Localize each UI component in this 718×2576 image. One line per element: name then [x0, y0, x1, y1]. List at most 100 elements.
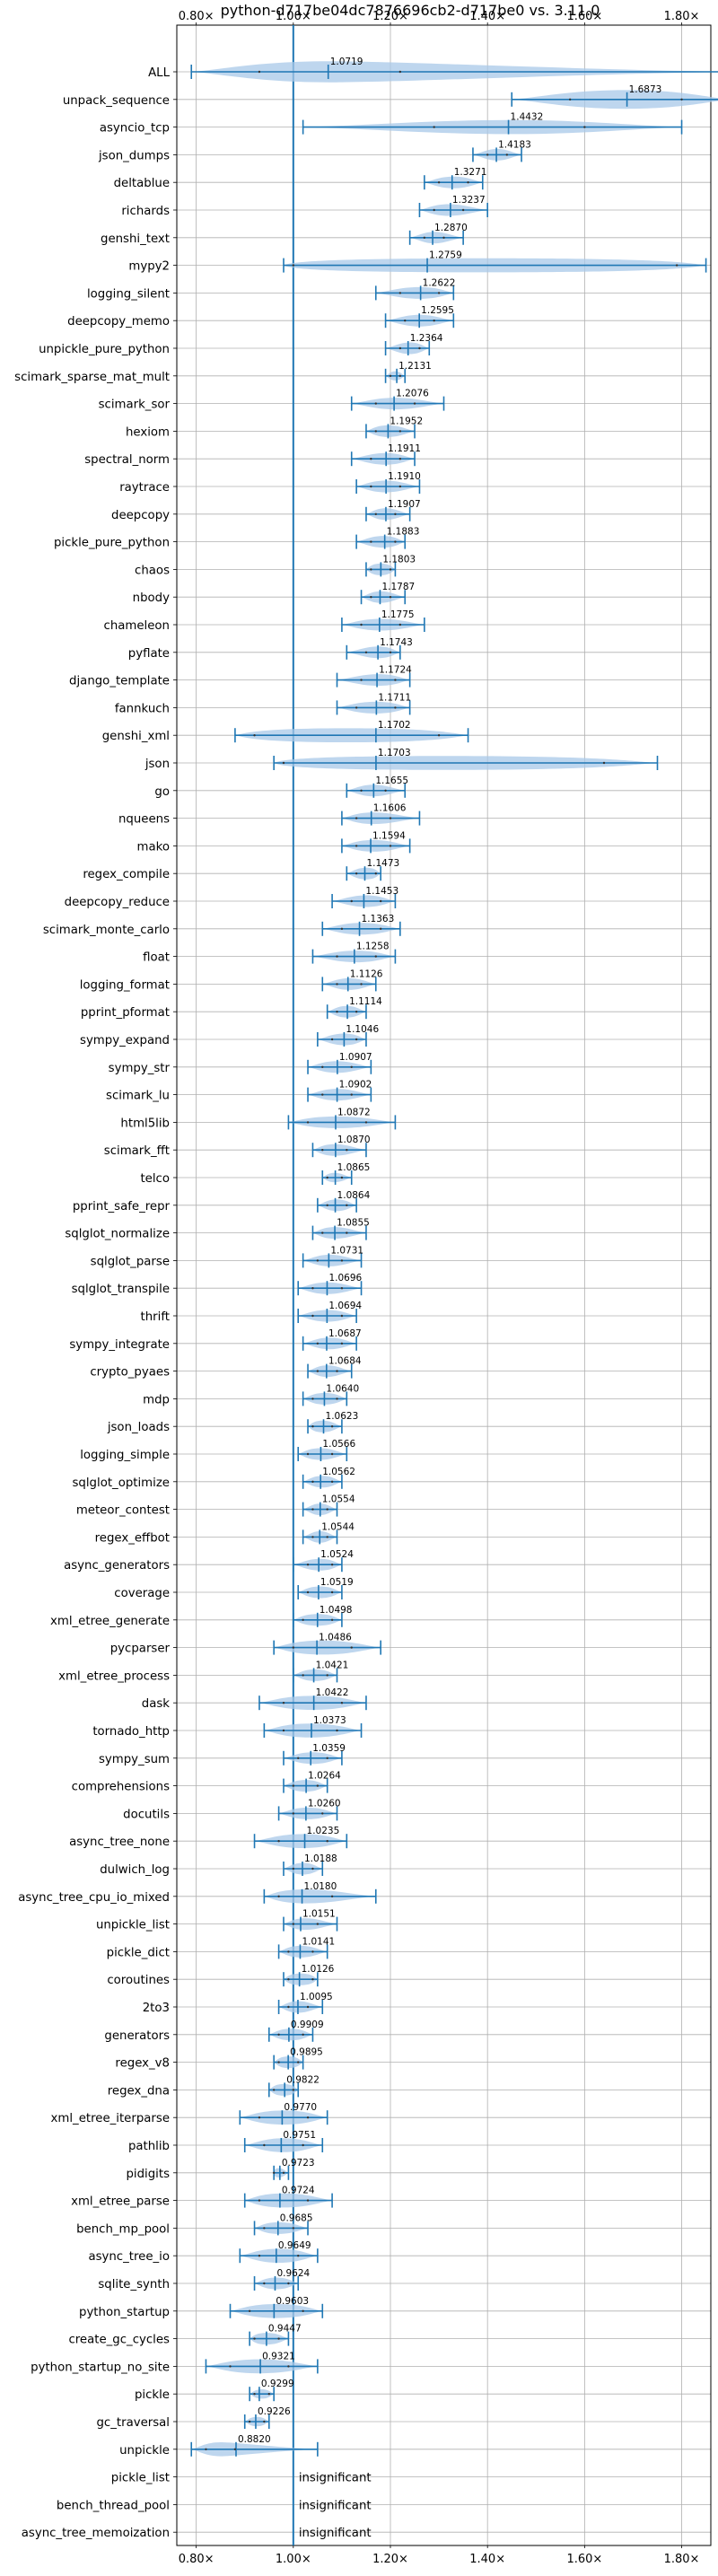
data-label: 1.1126: [350, 968, 383, 979]
data-label: 1.1775: [381, 609, 415, 620]
violin-q1-dot: [253, 734, 256, 737]
x-tick-label-top: 1.60×: [566, 10, 602, 23]
violin-q3-dot: [330, 1564, 334, 1566]
category-label: coroutines: [107, 1974, 170, 1987]
data-label: 1.1702: [378, 720, 411, 731]
violin-q3-dot: [306, 2005, 310, 2009]
violin-q1-dot: [355, 817, 358, 819]
violin-logging_silent: 1.2622: [374, 277, 455, 301]
violin-q3-dot: [389, 845, 392, 847]
plot-frame: [176, 24, 712, 2546]
violin-q3-dot: [302, 2033, 304, 2036]
violin-xml_etree_parse: 0.9724: [243, 2186, 333, 2208]
violin-q3-dot: [326, 1536, 328, 1538]
data-label: 1.1363: [362, 914, 395, 924]
category-label: regex_v8: [115, 2057, 170, 2071]
violin-python_startup_no_site: 0.9321: [205, 2351, 319, 2374]
category-label: logging_simple: [80, 1449, 170, 1462]
violin-q1-dot: [292, 1812, 295, 1815]
violin-json_loads: 1.0623: [307, 1411, 358, 1434]
violin-q3-dot: [437, 734, 441, 737]
violin-q3-dot: [389, 568, 392, 571]
category-label: sqlglot_parse: [91, 1255, 170, 1268]
category-label: sympy_sum: [99, 1753, 170, 1766]
violin-q1-dot: [568, 98, 572, 101]
violin-q3-dot: [287, 2282, 290, 2285]
violin-q3-dot: [306, 2199, 310, 2202]
violin-q3-dot: [336, 1729, 338, 1732]
violin-xml_etree_iterparse: 0.9770: [239, 2102, 328, 2125]
data-label: 1.1911: [388, 443, 421, 454]
category-label: sympy_str: [109, 1062, 171, 1075]
violin-q3-dot: [350, 1646, 353, 1649]
violin-q1-dot: [282, 761, 285, 765]
violin-unpickle_pure_python: 1.2364: [384, 333, 443, 355]
category-label: json_loads: [107, 1421, 170, 1434]
category-label: generators: [104, 2029, 170, 2043]
violin-scimark_sor: 1.2076: [350, 389, 445, 411]
violin-q3-dot: [326, 1757, 328, 1760]
category-label: json: [144, 758, 170, 771]
category-label: unpickle_pure_python: [39, 343, 170, 356]
violin-q1-dot: [370, 485, 372, 488]
violin-html5lib: 1.0872: [287, 1107, 397, 1130]
category-label: scimark_sor: [99, 399, 171, 412]
violin-q1-dot: [311, 1508, 314, 1511]
category-label: sympy_integrate: [69, 1338, 170, 1352]
x-tick-label-bottom: 0.80×: [179, 2553, 215, 2566]
violin-q1-dot: [277, 2033, 280, 2036]
violin-hexiom: 1.1952: [365, 416, 423, 439]
category-label: bench_mp_pool: [76, 2222, 170, 2236]
violin-q1-dot: [311, 1425, 314, 1428]
category-label: scimark_monte_carlo: [43, 924, 170, 937]
category-label: regex_effbot: [95, 1531, 170, 1545]
violin-q1-dot: [277, 2061, 280, 2063]
violin-asyncio_tcp: 1.4432: [302, 112, 683, 135]
violin-mako: 1.1594: [341, 830, 411, 854]
axes: 0.80× 0.80× 1.00× 1.00× 1.20× 1.20× 1.40× 1.40×…: [173, 10, 712, 2566]
violin-q1-dot: [398, 346, 402, 350]
violin-pickle_list: insignificant: [299, 2472, 372, 2485]
x-tick-label-bottom: 1.40×: [469, 2553, 505, 2566]
category-label: pickle_pure_python: [54, 537, 170, 550]
violin-q3-dot: [379, 927, 382, 931]
violin-q1-dot: [326, 1176, 328, 1179]
category-label: go: [154, 785, 170, 799]
violin-q1-dot: [302, 1618, 304, 1622]
violin-marks: 1.0719 1.6873 1.4432 1.4183 1.3271 1.3237 1.28…: [190, 57, 718, 2540]
violin-sympy_expand: 1.1046: [317, 1024, 379, 1047]
violin-q1-dot: [297, 1757, 300, 1760]
violin-q1-dot: [292, 1867, 295, 1871]
data-label: 0.8820: [238, 2434, 271, 2445]
violin-q1-dot: [311, 1314, 314, 1318]
violin-q1-dot: [316, 1259, 320, 1262]
violin-q1-dot: [316, 1342, 320, 1345]
category-label: python_startup: [79, 2306, 170, 2319]
data-label: 1.0566: [322, 1439, 355, 1450]
violin-tornado_http: 1.0373: [263, 1715, 363, 1738]
category-label: python_startup_no_site: [31, 2361, 170, 2374]
category-label: html5lib: [120, 1117, 170, 1130]
violin-q1-dot: [253, 2393, 256, 2396]
data-label: 1.1453: [365, 886, 398, 897]
violin-q1-dot: [374, 430, 377, 433]
violin-q3-dot: [389, 817, 392, 819]
violin-q1-dot: [336, 983, 338, 986]
violin-q3-dot: [346, 1204, 348, 1207]
category-label: sqlglot_transpile: [72, 1283, 170, 1296]
violin-q3-dot: [330, 1590, 334, 1594]
data-label: 0.9724: [282, 2186, 315, 2196]
category-label: mako: [137, 840, 170, 854]
data-label: 1.0188: [304, 1853, 337, 1864]
data-label: 1.1711: [378, 692, 411, 703]
data-label: 1.1803: [382, 554, 416, 565]
violin-q3-dot: [336, 1398, 338, 1400]
category-label: json_dumps: [98, 149, 170, 162]
category-label: richards: [121, 205, 170, 218]
x-tick-label-top: 1.20×: [372, 10, 408, 23]
violin-q3-dot: [340, 1287, 344, 1290]
data-label: 1.1883: [387, 527, 420, 538]
data-label: 1.0554: [322, 1494, 355, 1505]
category-label: sqlglot_normalize: [65, 1228, 170, 1241]
